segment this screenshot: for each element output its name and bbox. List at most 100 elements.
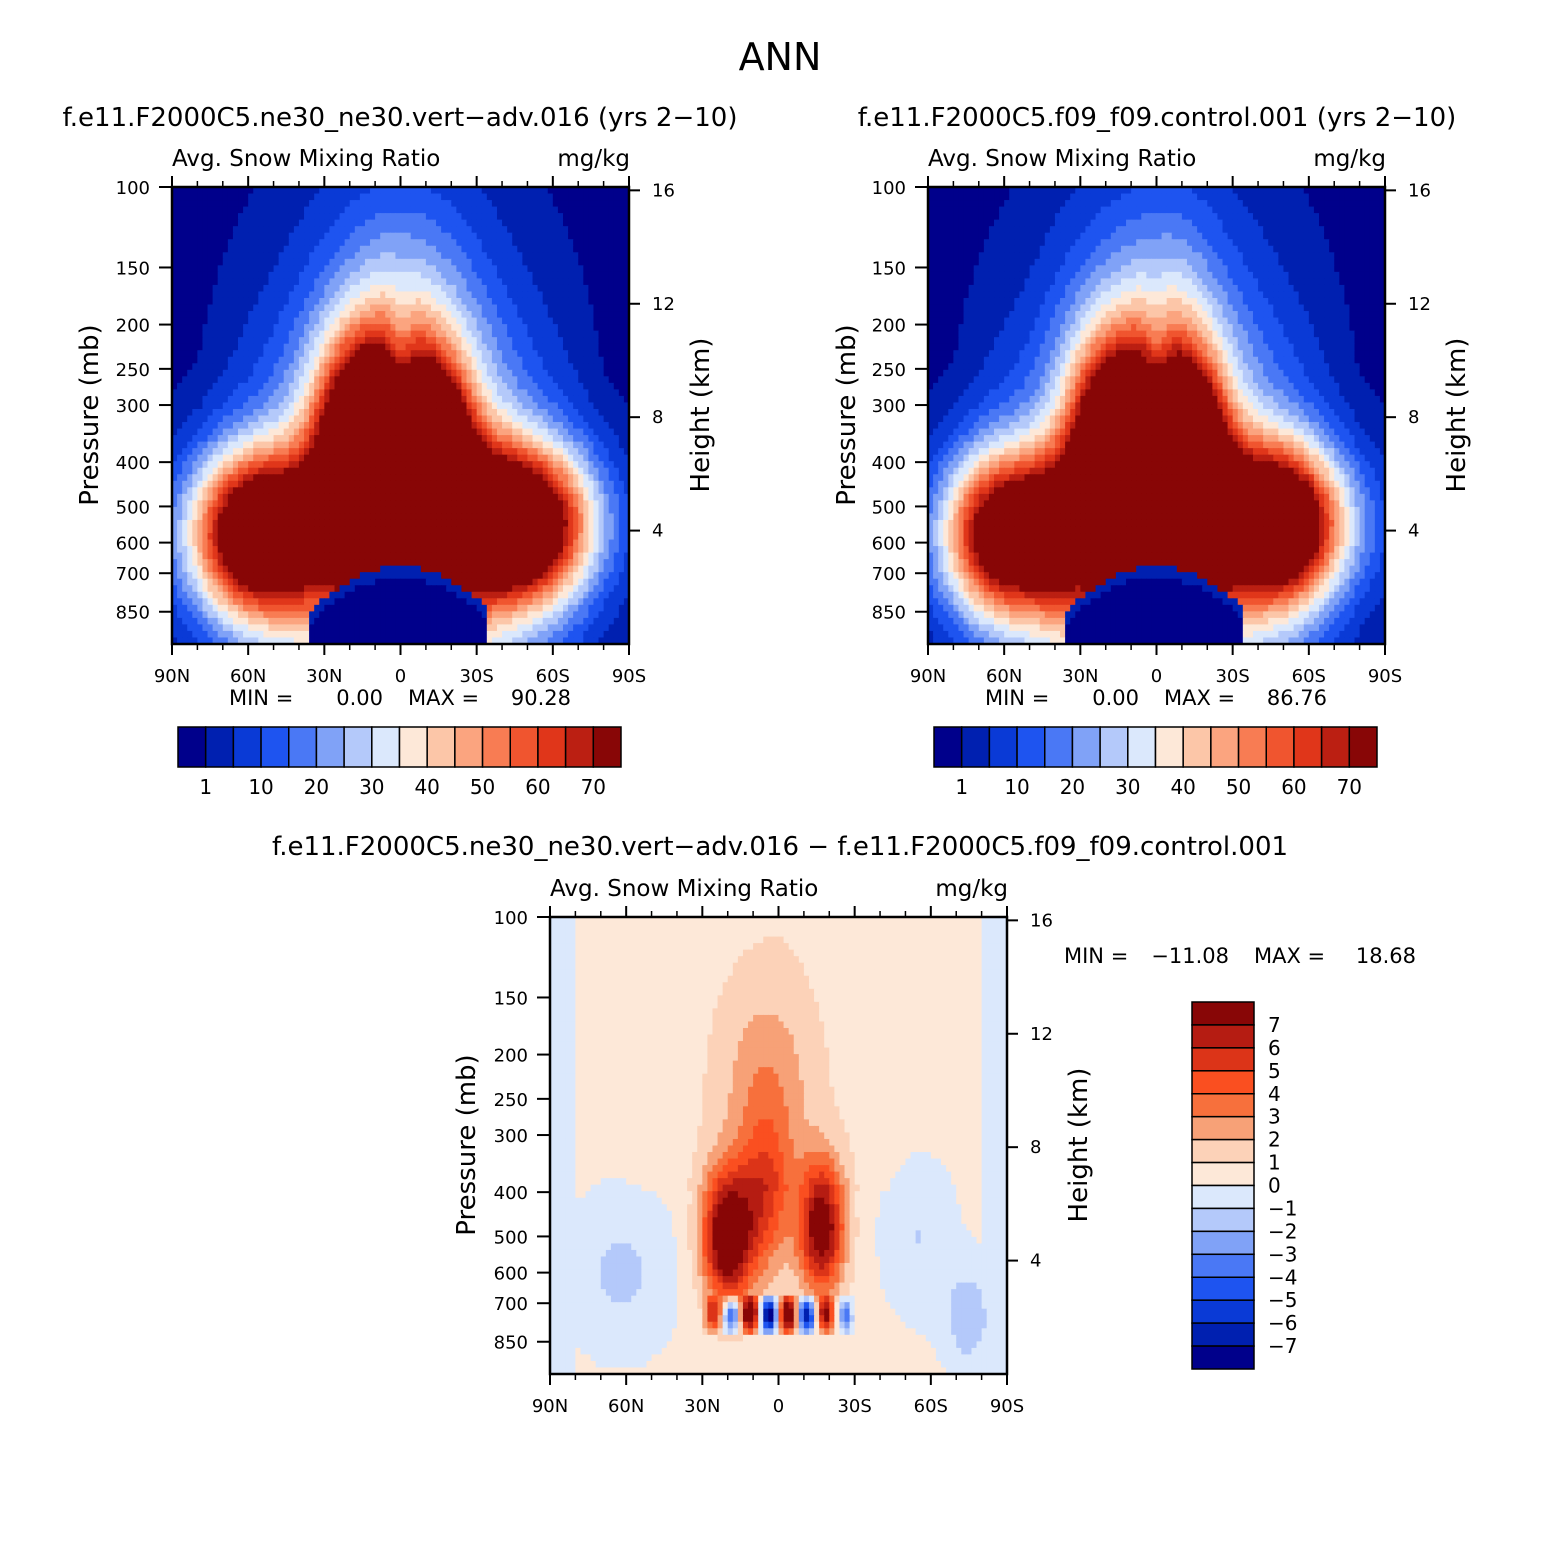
contour-cell: [202, 369, 209, 377]
contour-cell: [532, 435, 539, 443]
contour-cell: [588, 493, 595, 501]
contour-cell: [222, 415, 229, 423]
contour-cell: [314, 187, 320, 195]
contour-cell: [385, 291, 391, 299]
contour-cell: [532, 213, 539, 221]
contour-cell: [512, 480, 518, 488]
contour-cell: [527, 526, 534, 534]
contour-cell: [476, 363, 483, 371]
contour-cell: [395, 408, 402, 417]
contour-cell: [182, 513, 188, 521]
contour-cell: [268, 232, 275, 240]
contour-cell: [476, 506, 483, 515]
contour-cell: [598, 474, 605, 482]
contour-cell: [385, 513, 391, 521]
contour-cell: [512, 526, 518, 534]
contour-cell: [253, 539, 259, 547]
contour-cell: [273, 193, 280, 201]
contour-cell: [329, 304, 336, 312]
contour-cell: [273, 239, 280, 247]
contour-cell: [578, 539, 584, 547]
contour-cell: [578, 422, 584, 430]
contour-cell: [532, 369, 539, 377]
contour-cell: [603, 513, 610, 521]
contour-cell: [532, 343, 539, 351]
contour-cell: [425, 526, 432, 534]
contour-cell: [471, 258, 478, 266]
contour-cell: [430, 480, 437, 488]
contour-cell: [568, 239, 574, 247]
contour-cell: [583, 200, 589, 208]
contour-cell: [197, 474, 204, 482]
contour-cell: [507, 369, 513, 377]
contour-cell: [425, 448, 432, 456]
contour-cell: [547, 461, 554, 469]
contour-cell: [532, 533, 539, 541]
contour-cell: [349, 539, 356, 547]
contour-cell: [623, 415, 630, 423]
contour-cell: [385, 239, 391, 247]
contour-cell: [425, 376, 432, 384]
contour-cell: [364, 369, 371, 377]
contour-cell: [319, 363, 325, 371]
contour-cell: [486, 382, 493, 390]
contour-cell: [400, 448, 407, 456]
contour-cell: [623, 376, 630, 384]
contour-cell: [370, 474, 376, 482]
contour-cell: [298, 245, 305, 253]
contour-cell: [603, 428, 610, 436]
contour-cell: [496, 539, 503, 547]
contour-cell: [293, 330, 300, 338]
contour-cell: [339, 343, 346, 351]
contour-cell: [385, 284, 391, 293]
contour-cell: [238, 330, 244, 338]
contour-cell: [542, 278, 549, 286]
contour-cell: [172, 395, 178, 404]
contour-cell: [608, 337, 615, 345]
contour-cell: [552, 297, 559, 306]
contour-cell: [608, 474, 615, 482]
contour-cell: [532, 526, 539, 534]
contour-cell: [304, 193, 310, 201]
contour-cell: [552, 284, 559, 293]
contour-cell: [588, 474, 595, 482]
contour-cell: [471, 363, 478, 371]
contour-cell: [512, 213, 518, 221]
contour-cell: [334, 408, 341, 417]
contour-cell: [273, 408, 280, 417]
contour-cell: [314, 415, 320, 423]
contour-cell: [593, 467, 600, 475]
contour-cell: [197, 278, 204, 286]
contour-cell: [212, 376, 219, 384]
contour-cell: [253, 363, 259, 371]
contour-cell: [263, 343, 270, 351]
contour-cell: [212, 467, 219, 475]
contour-cell: [278, 258, 285, 266]
contour-cell: [375, 356, 381, 364]
contour-cell: [578, 356, 584, 364]
contour-cell: [238, 317, 244, 325]
contour-cell: [227, 546, 234, 554]
contour-cell: [430, 526, 437, 534]
contour-cell: [608, 467, 615, 475]
contour-cell: [451, 363, 457, 371]
contour-cell: [537, 487, 544, 495]
contour-cell: [491, 278, 498, 286]
contour-cell: [527, 271, 534, 279]
contour-cell: [552, 506, 559, 515]
contour-cell: [248, 350, 254, 358]
contour-cell: [182, 480, 188, 488]
contour-cell: [293, 454, 300, 462]
contour-cell: [370, 408, 376, 417]
contour-cell: [187, 187, 193, 195]
contour-cell: [522, 232, 529, 240]
contour-cell: [425, 395, 432, 404]
contour-cell: [375, 330, 381, 338]
contour-cell: [527, 415, 534, 423]
contour-cell: [212, 506, 219, 515]
contour-cell: [359, 415, 366, 423]
contour-cell: [370, 239, 376, 247]
contour-cell: [172, 376, 178, 384]
contour-cell: [420, 513, 427, 521]
contour-cell: [268, 435, 275, 443]
